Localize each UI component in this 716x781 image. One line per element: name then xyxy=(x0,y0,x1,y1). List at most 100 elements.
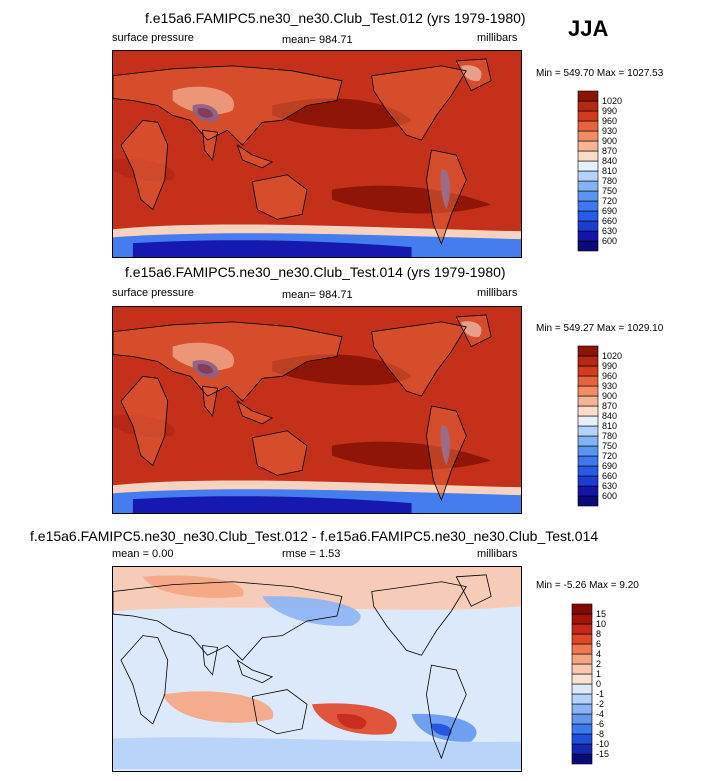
colorbar-label: -10 xyxy=(596,739,609,749)
coastline xyxy=(236,144,274,169)
colorbar-swatch xyxy=(571,603,593,615)
coastline xyxy=(455,58,492,92)
coastline xyxy=(426,664,467,760)
colorbar-swatch xyxy=(571,643,593,655)
coastline xyxy=(120,375,169,467)
panel-2-variable-label: surface pressure xyxy=(112,287,194,299)
colorbar-label: 2 xyxy=(596,659,601,669)
coastline xyxy=(251,430,308,476)
field-contour xyxy=(431,723,452,736)
land-field xyxy=(237,401,273,424)
colorbar-label: 600 xyxy=(602,491,617,501)
panel-2-mean-label: mean= 984.71 xyxy=(282,289,353,301)
coastline xyxy=(455,574,492,607)
season-label: JJA xyxy=(568,16,609,41)
coastline xyxy=(251,174,308,220)
field-contour xyxy=(272,98,412,130)
panel-1-title: f.e15a6.FAMIPC5.ne30_ne30.Club_Test.012 … xyxy=(145,10,526,26)
land-field xyxy=(426,150,467,245)
land-field xyxy=(456,58,492,91)
colorbar-label: 720 xyxy=(602,451,617,461)
colorbar-label: 960 xyxy=(602,116,617,126)
land-field xyxy=(237,145,273,168)
colorbar-label: 900 xyxy=(602,136,617,146)
colorbar-swatch xyxy=(577,210,599,222)
colorbar-label: 630 xyxy=(602,481,617,491)
colorbar-label: 870 xyxy=(602,146,617,156)
coastline xyxy=(455,314,492,348)
colorbar-swatch xyxy=(577,110,599,122)
colorbar-label: 630 xyxy=(602,226,617,236)
panel-1-min-max: Min = 549.70 Max = 1027.53 xyxy=(536,68,664,79)
panel-3-min-max: Min = -5.26 Max = 9.20 xyxy=(536,580,639,591)
coastline xyxy=(236,659,274,684)
coastline xyxy=(113,581,343,661)
colorbar-label: 600 xyxy=(602,236,617,246)
coastline xyxy=(371,321,467,397)
colorbar-swatch xyxy=(571,663,593,675)
colorbar-label: 900 xyxy=(602,391,617,401)
colorbar-label: -15 xyxy=(596,749,609,759)
colorbar-label: 990 xyxy=(602,106,617,116)
colorbar-label: 930 xyxy=(602,381,617,391)
panel-1-units-label: millibars xyxy=(477,32,518,44)
panel-3-units-label: millibars xyxy=(477,548,518,560)
panel-1-colorbar: 600 630 660 690 720 750 780 810 840 870 900 930 960 9… xyxy=(577,90,638,252)
colorbar-swatch xyxy=(571,653,593,665)
coastline xyxy=(371,65,467,141)
colorbar-label: 660 xyxy=(602,471,617,481)
colorbar-swatch xyxy=(577,220,599,232)
colorbar-label: -8 xyxy=(596,729,604,739)
colorbar-label: 780 xyxy=(602,431,617,441)
coastline xyxy=(426,405,467,502)
colorbar-label: 750 xyxy=(602,186,617,196)
colorbar-label: 840 xyxy=(602,156,617,166)
colorbar-label: -4 xyxy=(596,709,604,719)
colorbar-label: 6 xyxy=(596,639,601,649)
panel-1-variable-label: surface pressure xyxy=(112,32,194,44)
colorbar-swatch xyxy=(577,445,599,457)
field-contour xyxy=(132,496,412,513)
colorbar-swatch xyxy=(577,180,599,192)
land-field xyxy=(120,376,168,466)
panel-3-mean-label: mean = 0.00 xyxy=(112,548,174,560)
colorbar-swatch xyxy=(577,240,599,252)
coastline xyxy=(120,119,169,211)
colorbar-label: 870 xyxy=(602,401,617,411)
coastline xyxy=(113,321,343,402)
colorbar-swatch xyxy=(571,723,593,735)
colorbar-label: 930 xyxy=(602,126,617,136)
colorbar-label: 1020 xyxy=(602,96,622,106)
coastline xyxy=(251,689,308,735)
panel-2-colorbar: 600 630 660 690 720 750 780 810 840 870 900 930 960 9… xyxy=(577,345,638,507)
panel-2-map xyxy=(112,306,522,514)
colorbar-label: -1 xyxy=(596,689,604,699)
coastline xyxy=(371,581,467,656)
colorbar-swatch xyxy=(577,355,599,367)
land-field xyxy=(113,321,342,402)
colorbar-swatch xyxy=(571,733,593,745)
colorbar-label: 0 xyxy=(596,679,601,689)
colorbar-swatch xyxy=(577,465,599,477)
colorbar-swatch xyxy=(577,395,599,407)
land-field xyxy=(426,406,467,501)
land-field xyxy=(456,314,492,347)
colorbar-label: 690 xyxy=(602,461,617,471)
panel-3-map xyxy=(112,566,522,772)
colorbar-label: 8 xyxy=(596,629,601,639)
colorbar-swatch xyxy=(571,753,593,765)
colorbar-swatch xyxy=(577,170,599,182)
colorbar-label: 840 xyxy=(602,411,617,421)
panel-3-title: f.e15a6.FAMIPC5.ne30_ne30.Club_Test.012 … xyxy=(30,528,599,544)
coastline xyxy=(120,635,169,725)
coastline xyxy=(202,385,218,417)
colorbar-swatch xyxy=(571,613,593,625)
colorbar-swatch xyxy=(571,673,593,685)
colorbar-label: 990 xyxy=(602,361,617,371)
coastline xyxy=(202,645,218,676)
colorbar-swatch xyxy=(577,130,599,142)
land-field xyxy=(120,120,168,210)
colorbar-swatch xyxy=(577,425,599,437)
colorbar-swatch xyxy=(577,140,599,152)
colorbar-label: 1 xyxy=(596,669,601,679)
